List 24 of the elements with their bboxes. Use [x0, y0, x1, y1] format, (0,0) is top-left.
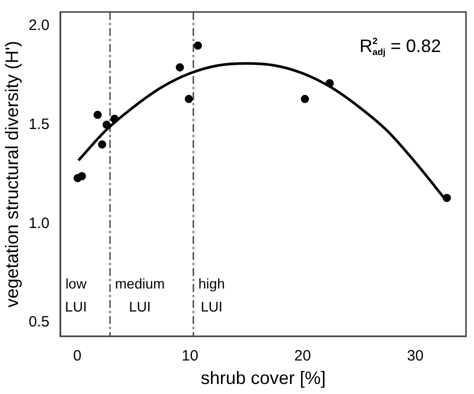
point [194, 42, 202, 50]
point [110, 114, 119, 123]
point [98, 140, 106, 149]
point [176, 63, 184, 72]
y-tick-label: 0.5 [28, 314, 50, 331]
point [102, 120, 111, 129]
annotation: medium LUI [115, 275, 165, 314]
annotation: high LUI [198, 275, 225, 314]
point [326, 79, 334, 88]
annotation: low LUI [65, 275, 88, 314]
x-axis-title: shrub cover [%] [200, 368, 326, 388]
x-tick-label: 30 [406, 348, 424, 365]
point [94, 110, 102, 119]
point [300, 94, 310, 104]
x-tick-label: 20 [294, 348, 311, 365]
y-tick-label: 2.0 [28, 16, 50, 34]
point [442, 194, 451, 202]
point [78, 172, 86, 180]
point [184, 94, 193, 104]
y-tick-label: 1.5 [28, 116, 50, 133]
y-axis-title: vegetation structural diversity (H') [2, 40, 22, 308]
x-tick-label: 0 [73, 348, 82, 365]
y-tick-label: 1.0 [28, 214, 50, 232]
x-tick-label: 10 [182, 348, 198, 365]
